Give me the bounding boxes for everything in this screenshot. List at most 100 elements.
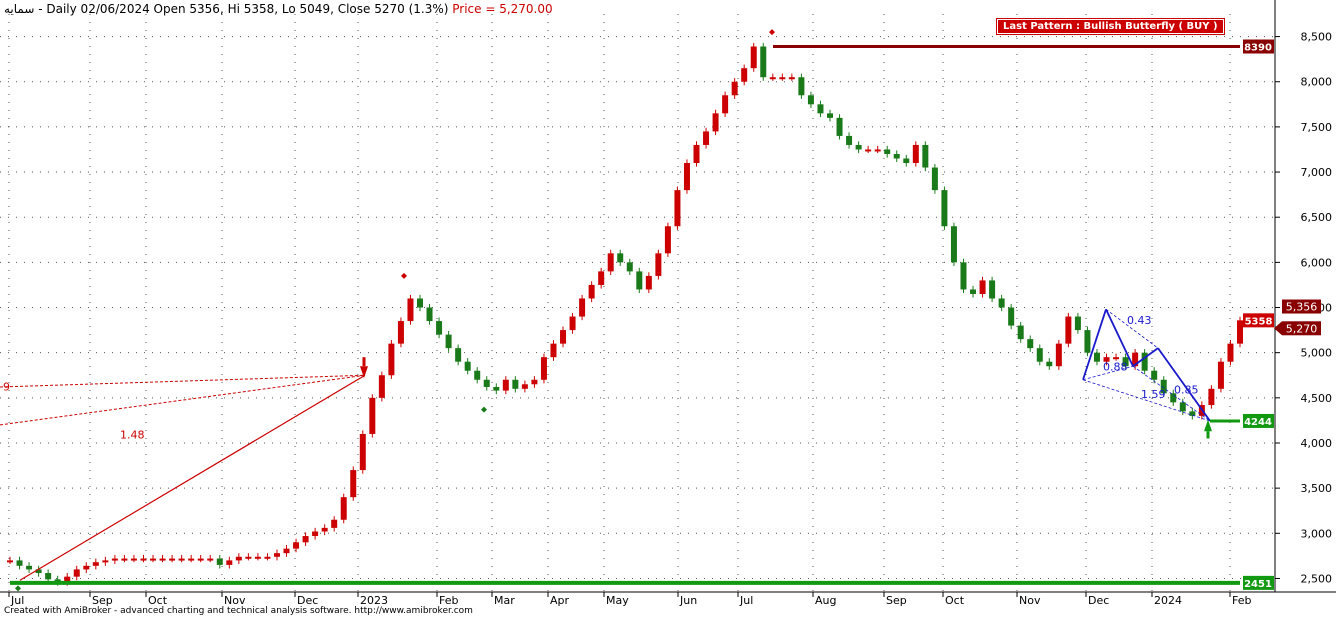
price-pointer — [1274, 321, 1282, 336]
x-tick-label: Aug — [815, 594, 836, 607]
price-bar — [846, 135, 853, 145]
price-bar — [960, 262, 967, 290]
harmonic-ratio-line — [1132, 365, 1211, 422]
x-axis: Jul Sep Oct Nov Dec 2023 Feb Mar Apr May Jun Jul Aug… — [0, 591, 1336, 607]
harmonic-ratio-line — [1082, 365, 1134, 381]
price-bar — [598, 271, 605, 285]
price-bar — [293, 542, 300, 549]
x-tick-label: Feb — [1232, 594, 1251, 607]
trend-line — [19, 374, 366, 581]
price-bar — [674, 190, 681, 227]
price-bar — [73, 569, 80, 577]
pivot-marker — [15, 585, 21, 592]
price-bar — [874, 149, 881, 152]
price-bar — [245, 556, 252, 559]
price-bar — [950, 226, 957, 263]
price-bar — [569, 316, 576, 331]
price-bar — [731, 81, 738, 96]
price-bar — [788, 77, 795, 80]
price-bar — [388, 343, 395, 376]
level-label-2451: 2451 — [1244, 579, 1272, 590]
fib-ratio-label: 0.43 — [1127, 314, 1152, 327]
price-bar — [1055, 343, 1062, 367]
current-close-badge: 5358 — [1243, 313, 1274, 328]
price-bar — [159, 558, 166, 561]
price-bar — [321, 527, 328, 532]
price-bar — [331, 519, 338, 528]
x-tick-label: Sep — [92, 594, 113, 607]
price-axis-badge-box — [1282, 321, 1321, 336]
pivot-marker — [481, 406, 487, 413]
price-bar — [1141, 352, 1148, 371]
price-bar — [254, 556, 261, 559]
x-tick-label: 2023 — [360, 594, 388, 607]
price-bar — [1008, 307, 1015, 326]
price-bar — [798, 77, 805, 96]
price-bar — [340, 497, 347, 520]
price-bar — [1036, 348, 1043, 362]
price-bar — [169, 558, 176, 561]
x-tick-label: Feb — [439, 594, 458, 607]
price-bar — [531, 379, 538, 385]
price-bar — [1227, 343, 1234, 362]
price-bar — [140, 558, 147, 561]
harmonic-leg — [1157, 347, 1211, 422]
price-bar — [827, 113, 833, 118]
price-bar — [83, 565, 90, 570]
price-bar — [150, 558, 157, 561]
level-label-4244: 4244 — [1244, 417, 1272, 428]
x-tick-label: Dec — [1088, 594, 1109, 607]
price-bar — [378, 375, 385, 398]
price-bar — [1084, 330, 1091, 353]
price-bar — [664, 226, 671, 254]
price-bar — [550, 343, 557, 358]
price-bar — [359, 433, 366, 471]
price-bar — [464, 361, 471, 371]
price-bar — [1103, 357, 1110, 362]
price-bar — [283, 548, 290, 554]
price-bar — [779, 77, 786, 80]
x-tick-label: Mar — [494, 594, 515, 607]
price-bar — [1217, 361, 1224, 389]
harmonic-ratio-line — [1082, 379, 1211, 422]
chart-grid — [0, 14, 1275, 592]
x-tick-label: Nov — [1019, 594, 1041, 607]
current-close-badge-box — [1243, 313, 1274, 328]
price-bar — [483, 379, 490, 387]
harmonic-leg — [1105, 308, 1134, 367]
price-bar — [207, 558, 214, 561]
symbol-name: سمایه — [4, 2, 35, 16]
x-tick-label: Oct — [945, 594, 965, 607]
price-bar — [436, 321, 443, 335]
price-bar — [455, 348, 462, 362]
price-bar — [502, 379, 509, 391]
price-bar — [312, 531, 319, 537]
price-axis-badge-text: 5,270 — [1286, 322, 1318, 335]
price-bar — [1027, 339, 1034, 349]
price-bar — [216, 558, 223, 565]
price-bar — [45, 573, 52, 580]
price-bar — [1074, 316, 1081, 331]
price-bar — [607, 253, 614, 272]
price-bar — [750, 46, 757, 69]
y-tick-label: 7,500 — [1301, 121, 1333, 134]
price-bar — [979, 280, 986, 294]
price-bar — [1113, 357, 1120, 360]
x-tick-label: Jul — [10, 594, 24, 607]
price-readout: Price = 5,270.00 — [452, 2, 553, 16]
price-bar — [1237, 320, 1243, 344]
level-label-8390: 8390 — [1244, 43, 1272, 54]
harmonic-ratio-line — [1105, 309, 1159, 349]
price-bar — [579, 298, 586, 317]
price-bar — [884, 149, 891, 154]
price-bar — [741, 68, 748, 82]
price-bar — [417, 298, 423, 308]
price-bar — [26, 565, 33, 570]
footer-credit: Created with AmiBroker - advanced charti… — [4, 606, 473, 616]
price-bar — [1046, 361, 1053, 367]
price-bar — [836, 117, 843, 136]
y-tick-label: 4,000 — [1301, 437, 1333, 450]
fib-ratio-label: 9 — [3, 381, 10, 394]
y-tick-label: 2,500 — [1301, 572, 1333, 585]
